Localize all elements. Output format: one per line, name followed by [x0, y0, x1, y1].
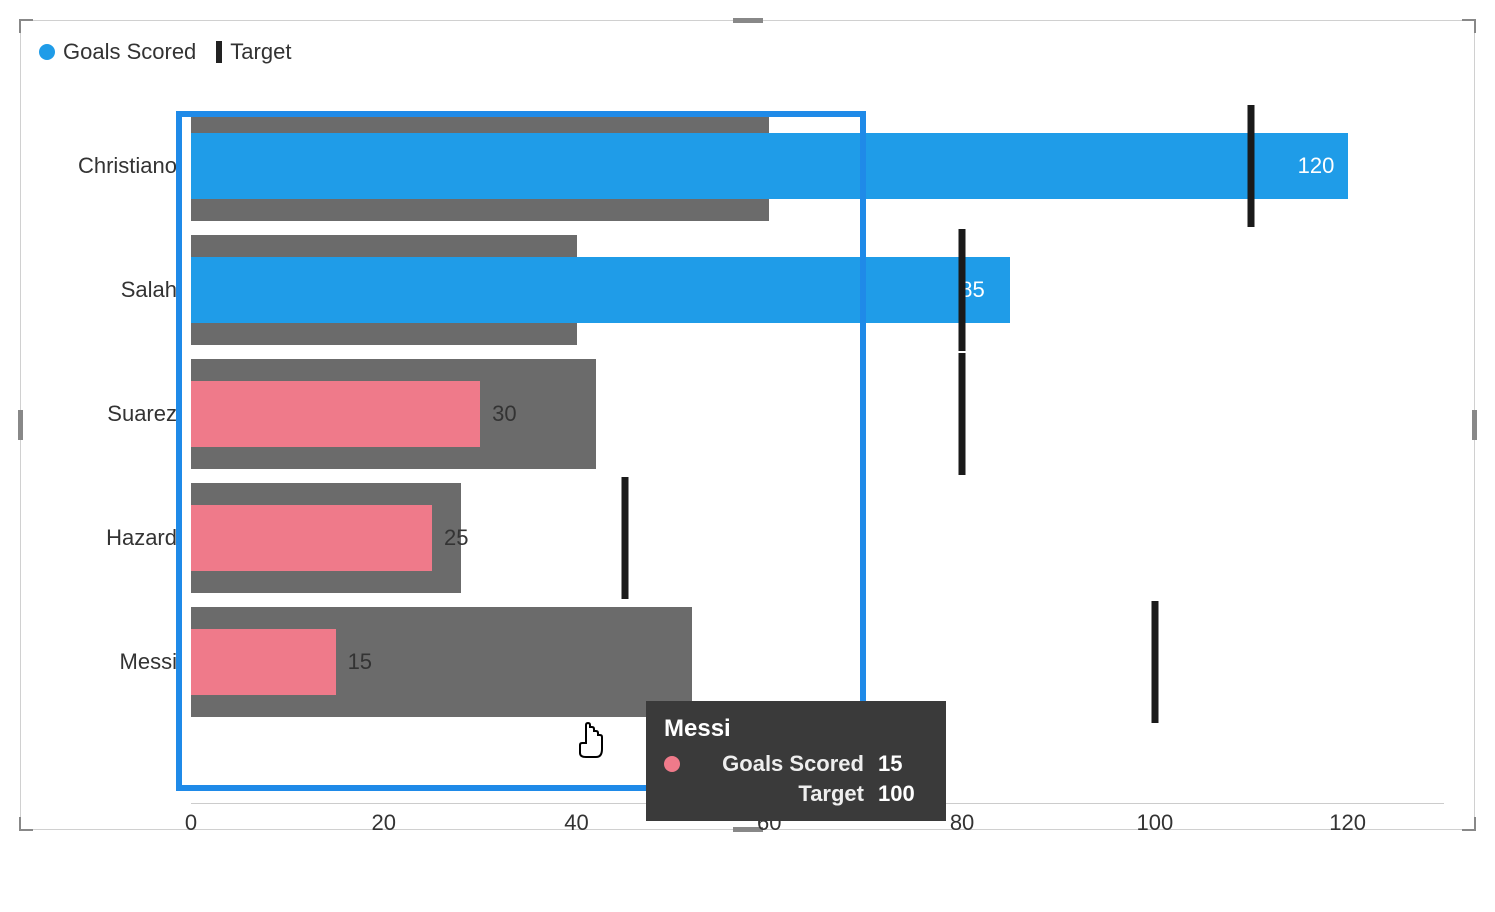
value-bar[interactable] — [191, 381, 480, 447]
legend-goals-swatch — [39, 44, 55, 60]
tooltip-row-label: Target — [694, 781, 864, 807]
tooltip-series-swatch — [664, 756, 680, 772]
tooltip-row-value: 15 — [878, 751, 928, 777]
plot-area[interactable]: Christiano120 Salah85 Suarez30 Hazard25 Mess… — [191, 91, 1444, 769]
target-marker — [1248, 105, 1255, 227]
resize-handle-tr[interactable] — [1462, 19, 1476, 33]
chart-row[interactable]: Christiano120 — [191, 111, 1444, 221]
x-tick-label: 0 — [185, 810, 197, 836]
tooltip-title: Messi — [664, 715, 928, 743]
x-tick-label: 40 — [564, 810, 588, 836]
value-label: 30 — [492, 401, 516, 427]
category-label: Salah — [121, 277, 177, 303]
x-tick-label: 80 — [950, 810, 974, 836]
value-label: 25 — [444, 525, 468, 551]
resize-handle-bl[interactable] — [19, 817, 33, 831]
legend: Goals Scored Target — [39, 39, 291, 65]
x-tick-label: 100 — [1136, 810, 1173, 836]
target-marker — [959, 353, 966, 475]
chart-row[interactable]: Hazard25 — [191, 483, 1444, 593]
tooltip: Messi Goals Scored 15 Target 100 — [646, 701, 946, 821]
legend-goals-label: Goals Scored — [63, 39, 196, 65]
tooltip-row: Goals Scored 15 — [664, 751, 928, 777]
value-label: 120 — [1298, 153, 1335, 179]
resize-handle-br[interactable] — [1462, 817, 1476, 831]
tooltip-row: Target 100 — [664, 781, 928, 807]
value-bar[interactable] — [191, 629, 336, 695]
category-label: Christiano — [78, 153, 177, 179]
resize-handle-left[interactable] — [18, 410, 23, 440]
target-marker — [959, 229, 966, 351]
legend-target-label: Target — [230, 39, 291, 65]
legend-target-swatch — [216, 41, 222, 63]
x-tick-label: 20 — [372, 810, 396, 836]
resize-handle-tl[interactable] — [19, 19, 33, 33]
value-bar[interactable] — [191, 133, 1348, 199]
resize-handle-top[interactable] — [733, 18, 763, 23]
tooltip-row-label: Goals Scored — [694, 751, 864, 777]
category-label: Suarez — [107, 401, 177, 427]
target-marker — [621, 477, 628, 599]
chart-container[interactable]: Goals Scored Target Christiano120Salah85… — [20, 20, 1475, 830]
value-bar[interactable] — [191, 257, 1010, 323]
chart-row[interactable]: Suarez30 — [191, 359, 1444, 469]
legend-item-target[interactable]: Target — [216, 39, 291, 65]
category-label: Messi — [120, 649, 177, 675]
tooltip-row-value: 100 — [878, 781, 928, 807]
resize-handle-right[interactable] — [1472, 410, 1477, 440]
value-bar[interactable] — [191, 505, 432, 571]
target-marker — [1151, 601, 1158, 723]
value-label: 15 — [348, 649, 372, 675]
chart-row[interactable]: Salah85 — [191, 235, 1444, 345]
x-tick-label: 120 — [1329, 810, 1366, 836]
category-label: Hazard — [106, 525, 177, 551]
legend-item-goals[interactable]: Goals Scored — [39, 39, 196, 65]
